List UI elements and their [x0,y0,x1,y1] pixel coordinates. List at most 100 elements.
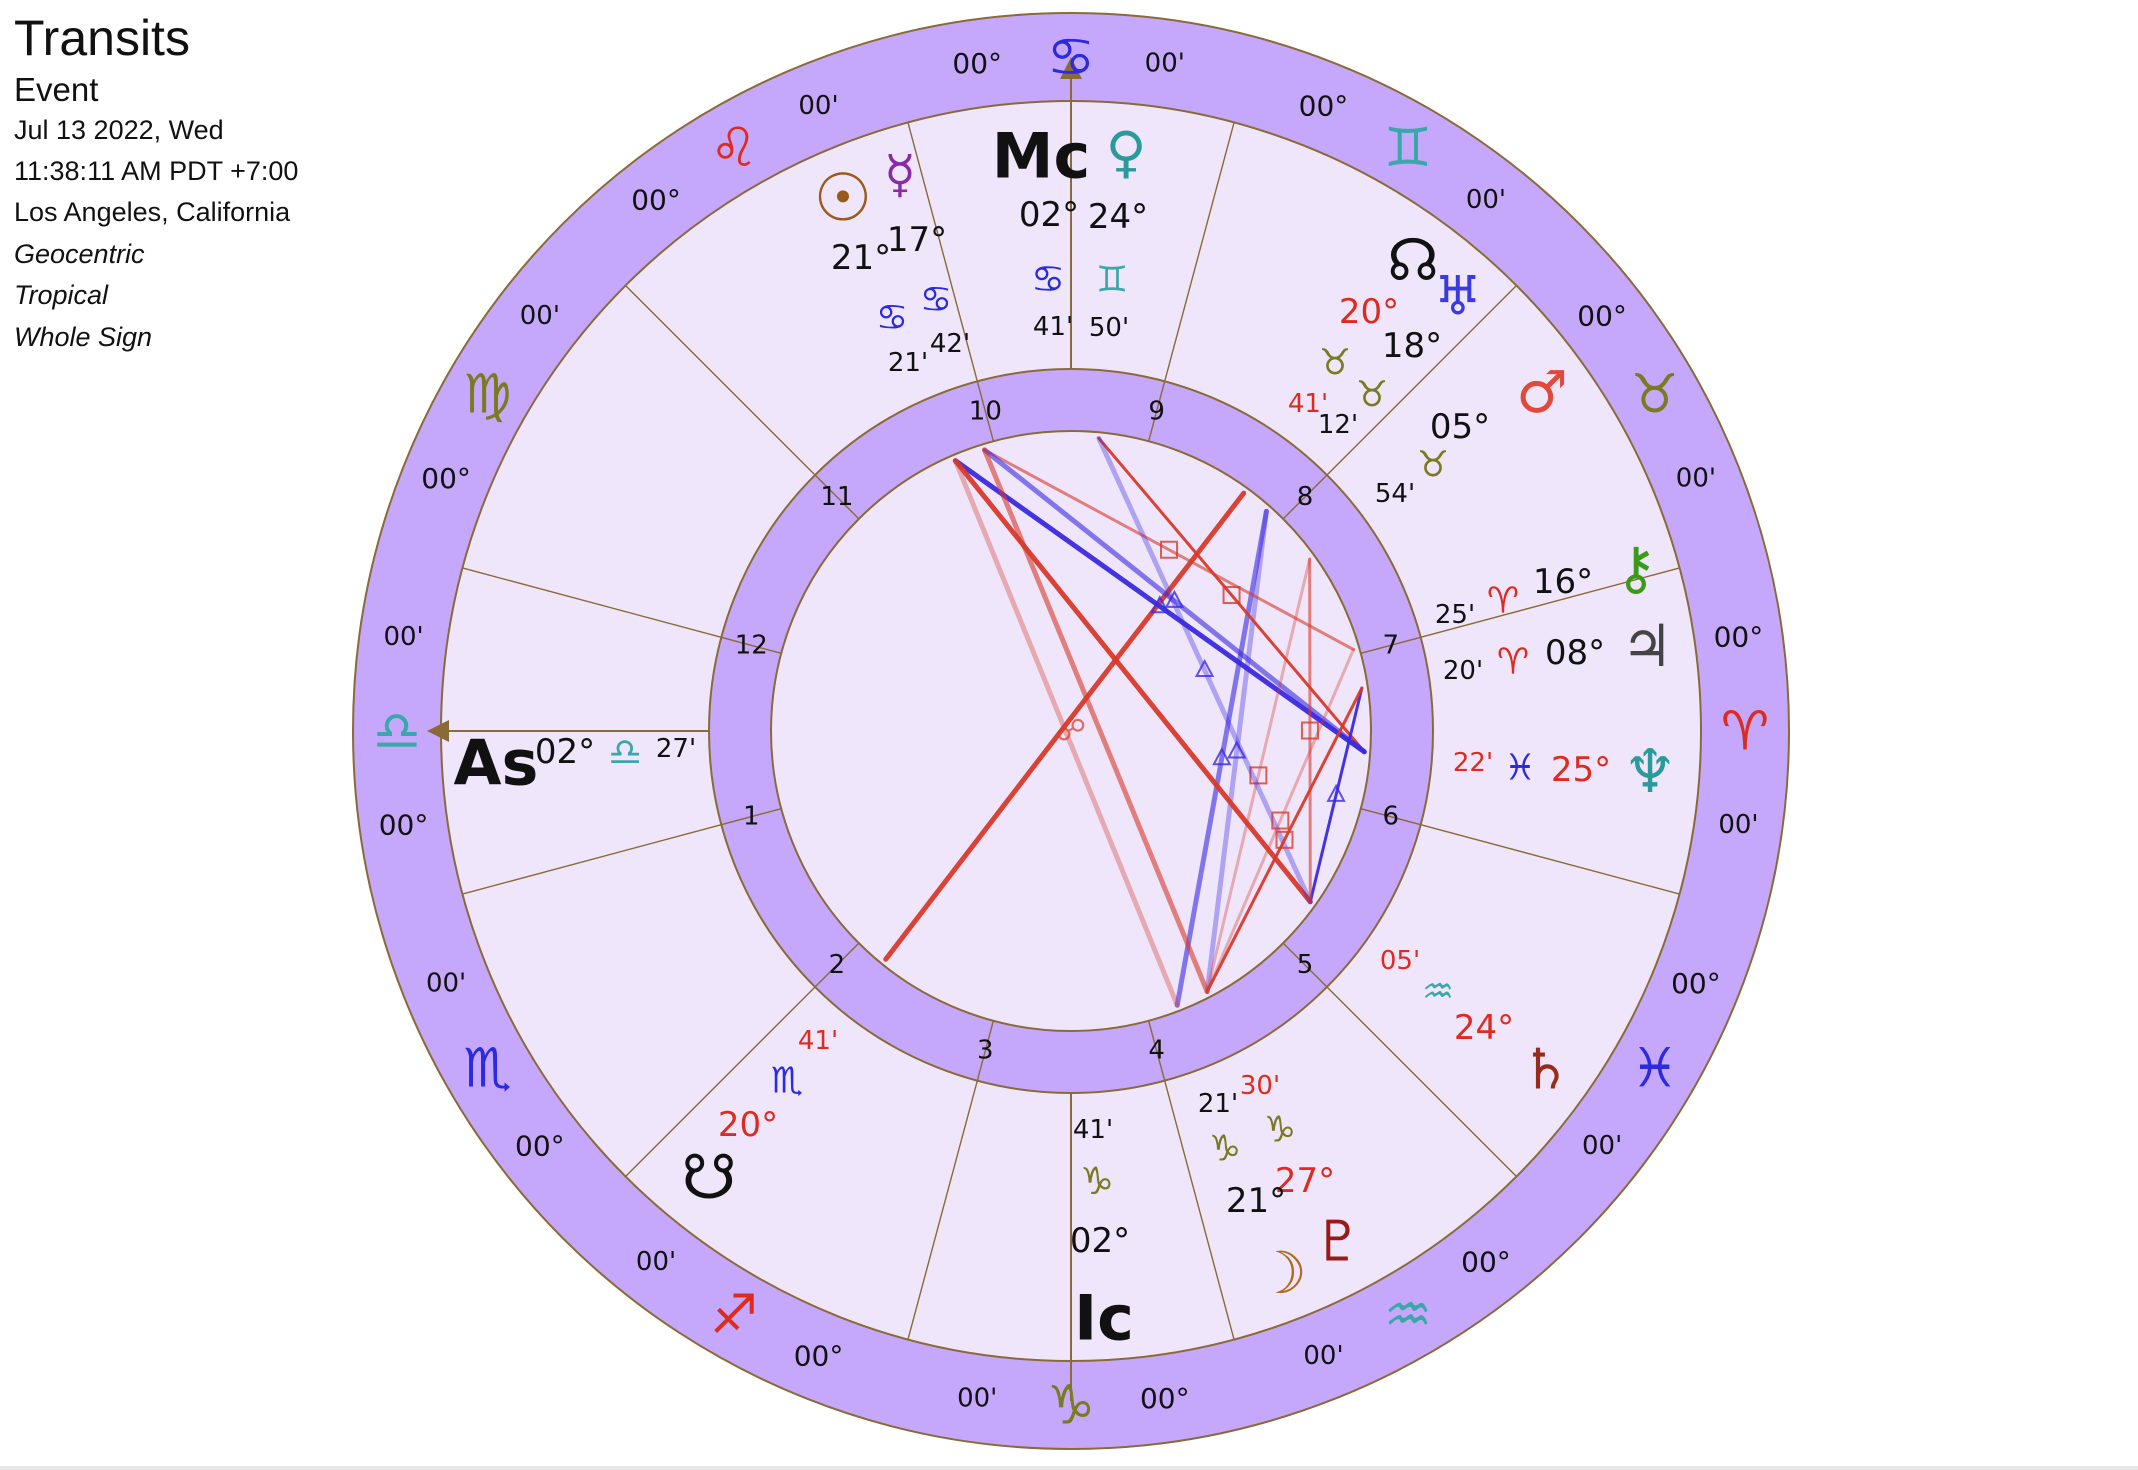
planet-labels: ☉21°♋21'☿17°♋42'♀24°♊50'☊20°♉41'♅18°♉12'… [681,121,1676,1308]
south-node-icon: ☋ [681,1141,736,1214]
house-cusp-line [625,986,816,1177]
midheaven-minute: 41' [1033,312,1073,342]
sun-icon: ☉ [813,160,872,237]
pluto-minute: 30' [1240,1071,1280,1101]
imum-coeli-degree: 02° [1070,1221,1130,1261]
house-cusp-line [814,474,860,520]
zodiac-degree-label: 00° [631,183,681,216]
imum-coeli-label: Ic [1074,1282,1134,1355]
aspect-line-mars-pluto [1205,557,1312,994]
aspect-line-sun-neptune [952,458,1367,755]
house-number-8: 8 [1297,482,1314,512]
house-number-12: 12 [735,630,768,660]
house-cusp-line [1164,1080,1235,1340]
zodiac-degree-label: 00° [1299,90,1349,123]
chiron-minute: 25' [1435,600,1475,630]
asc-arrow-icon [427,720,449,742]
opposition-aspect-icon: ☍ [1056,714,1086,749]
event-location: Los Angeles, California [14,197,291,228]
zodiac-minute-label: 00' [1582,1131,1622,1161]
square-aspect-icon [1275,830,1294,849]
house-number-9: 9 [1148,396,1165,426]
uranus-icon: ♅ [1434,265,1482,328]
north-node-icon: ☊ [1387,226,1439,294]
trine-aspect-icon [1227,740,1247,759]
house-cusp-line [1326,285,1517,476]
house-number-11: 11 [820,482,853,512]
ascendant-sign-icon: ♎ [608,730,642,774]
zodiac-cancer-icon: ♋ [1047,26,1095,89]
zodiac-degree-label: 00° [1577,300,1627,333]
chart-title: Transits [14,10,190,66]
moon-minute: 21' [1198,1089,1238,1119]
sun-degree: 21° [831,238,891,278]
zodiac-sagittarius-icon: ♐ [710,1283,758,1346]
midheaven-degree: 02° [1019,195,1079,235]
mercury-icon: ☿ [884,145,916,205]
house-cusp-line [1420,567,1680,638]
uranus-degree: 18° [1382,326,1442,366]
imum-coeli-minute: 41' [1073,1115,1113,1145]
zodiac-degree-label: 00° [379,808,429,841]
zodiac-degree-label: 00° [515,1129,565,1162]
jupiter-sign-icon: ♈ [1497,642,1529,683]
ascendant-degree: 02° [535,732,595,772]
zodiac-minute-label: 00' [1676,464,1716,494]
house-cusp-line [1147,1020,1166,1081]
house-cusp-line [1360,636,1421,655]
house-cusp-line [976,1020,995,1081]
chiron-degree: 16° [1533,562,1593,602]
house-cusp-line [462,824,722,895]
zodiac-minute-label: 00' [520,301,560,331]
zodiac-ring: ♋00° 00'♊00°00'♉00°00'♈00°00'♓00°00'♒00°0… [373,26,1769,1437]
zodiac-leo-icon: ♌ [710,116,758,179]
zodiac-taurus-icon: ♉ [1630,363,1678,426]
saturn-minute: 05' [1380,946,1420,976]
mercury-degree: 17° [887,220,947,260]
house-cusp-line [462,567,722,638]
aspect-line-mercury-chiron [983,448,1355,652]
house-number-2: 2 [829,950,846,980]
house-cusp-line [907,1080,978,1340]
zodiac-scorpio-icon: ♏ [463,1037,511,1100]
event-time: 11:38:11 AM PDT +7:00 [14,155,299,186]
zodiac-degree-label: 00° [952,47,1002,80]
aspect-line-mercury-neptune [982,447,1367,755]
moon-sign-icon: ♑ [1209,1129,1241,1170]
chart-subtitle: Event [14,71,99,108]
north-node-minute: 41' [1288,389,1328,419]
zodiac-minute-label: 00' [1145,49,1185,79]
mars-sign-icon: ♉ [1417,445,1449,486]
aspect-line-jupiter-pluto [1205,686,1364,994]
aspect-line-chiron-pluto [1205,648,1355,994]
jupiter-degree: 08° [1545,633,1605,673]
imum-coeli-sign-icon: ♑ [1080,1159,1114,1203]
south-node-degree: 20° [718,1105,778,1145]
zodiac-aries-icon: ♈ [1721,700,1769,763]
neptune-degree: 25° [1551,750,1611,790]
south-node-sign-icon: ♏ [771,1061,803,1102]
moon-icon: ☽ [1255,1239,1307,1307]
chart-divider-lines [427,57,1680,1401]
mars-minute: 54' [1375,479,1415,509]
neptune-sign-icon: ♓ [1504,748,1536,789]
house-number-10: 10 [969,396,1002,426]
trine-aspect-icon [1150,595,1170,614]
north-node-degree: 20° [1339,292,1399,332]
aspect-line-jupiter-saturn [1308,686,1364,904]
zodiac-degree-label: 00° [794,1339,844,1372]
trine-aspect-icon [1326,783,1346,802]
house-number-3: 3 [977,1036,994,1066]
neptune-minute: 22' [1453,748,1493,778]
mode-geocentric: Geocentric [14,238,145,269]
jupiter-minute: 20' [1443,656,1483,686]
venus-icon: ♀ [1105,121,1146,186]
zodiac-libra-icon: ♎ [373,700,421,763]
house-number-6: 6 [1382,802,1399,832]
house-cusp-line [1147,381,1166,442]
venus-sign-icon: ♊ [1096,260,1128,301]
zodiac-virgo-icon: ♍ [463,363,511,426]
zodiac-minute-label: 00' [426,968,466,998]
